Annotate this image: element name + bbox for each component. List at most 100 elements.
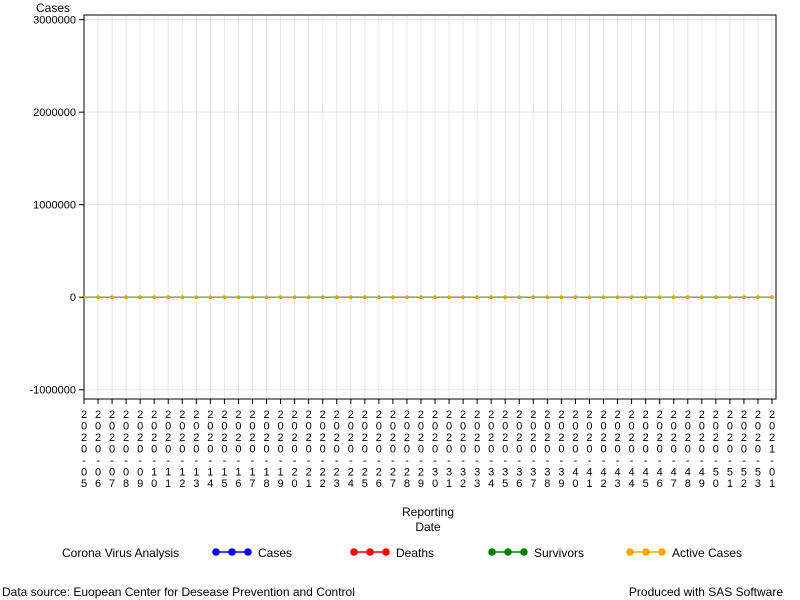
- x-tick-label: 2 0 2 0 -4 5: [643, 409, 649, 490]
- x-tick-label: 2 0 2 0 -4 1: [586, 409, 592, 490]
- x-tick-label: 2 0 2 0 -2 6: [376, 409, 382, 490]
- x-tick-label: 2 0 2 0 -2 8: [404, 409, 410, 490]
- data-point-active-cases: [236, 295, 241, 299]
- data-point-active-cases: [531, 295, 535, 299]
- x-tick-label: 2 0 2 0 -1 0: [151, 409, 157, 490]
- software-credit: Produced with SAS Software: [629, 585, 783, 599]
- x-tick-label: 2 0 2 0 -2 4: [348, 409, 354, 490]
- data-point-active-cases: [700, 295, 704, 299]
- data-point-active-cases: [349, 295, 353, 299]
- data-point-active-cases: [517, 295, 521, 299]
- x-tick-label: 2 0 2 0 -4 0: [572, 409, 578, 490]
- data-point-active-cases: [615, 295, 620, 299]
- x-tick-label: 2 0 2 0 -0 5: [81, 409, 87, 490]
- x-tick-label: 2 0 2 0 -4 4: [629, 409, 635, 490]
- x-tick-label: 2 0 2 0 -0 6: [95, 409, 101, 490]
- data-point-active-cases: [391, 295, 395, 299]
- data-point-active-cases: [489, 295, 493, 299]
- data-point-active-cases: [110, 295, 114, 299]
- legend-marker-active-cases: [626, 548, 634, 556]
- x-tick-label: 2 0 2 0 -3 9: [558, 409, 564, 490]
- y-tick-label: 2000000: [33, 107, 76, 119]
- data-point-active-cases: [321, 295, 325, 299]
- data-point-active-cases: [124, 295, 128, 299]
- x-tick-label: 2 0 2 0 -4 7: [671, 409, 677, 490]
- x-tick-label: 2 0 2 0 -2 2: [320, 409, 326, 490]
- legend-marker-cases: [228, 548, 236, 556]
- x-tick-label: 2 0 2 0 -5 1: [727, 409, 733, 490]
- data-point-active-cases: [587, 295, 592, 299]
- y-axis: -1000000 0 1000000 2000000 3000000: [30, 15, 84, 397]
- x-tick-label: 2 0 2 0 -1 2: [179, 409, 185, 490]
- x-tick-label: 2 0 2 0 -3 3: [474, 409, 480, 490]
- data-point-active-cases: [658, 295, 662, 299]
- data-point-active-cases: [180, 295, 184, 299]
- data-point-active-cases: [152, 295, 156, 299]
- legend-title: Corona Virus Analysis: [62, 546, 179, 560]
- y-tick-label: 1000000: [33, 200, 76, 212]
- legend-label-cases: Cases: [258, 546, 292, 560]
- x-tick-label: 2 0 2 0 -1 1: [165, 409, 171, 490]
- grid: [83, 15, 776, 399]
- x-tick-label: 2 0 2 0 -2 1: [306, 409, 312, 490]
- data-point-active-cases: [433, 295, 437, 299]
- legend-label-survivors: Survivors: [534, 546, 584, 560]
- y-tick-label: 0: [70, 292, 76, 304]
- data-point-active-cases: [278, 295, 283, 299]
- x-tick-label: 2 0 2 0 -3 0: [432, 409, 438, 490]
- legend: Corona Virus Analysis Cases Deaths Survivo…: [62, 546, 742, 560]
- x-tick-label: 2 0 2 0 -3 5: [502, 409, 508, 490]
- x-tick-label: 2 0 2 0 -3 6: [516, 409, 522, 490]
- x-tick-label: 2 0 2 0 -1 6: [235, 409, 241, 490]
- plot-frame: [83, 14, 777, 400]
- x-tick-label: 2 0 2 0 -4 9: [699, 409, 705, 490]
- data-point-active-cases: [405, 295, 409, 299]
- y-axis-title: Cases: [36, 1, 70, 15]
- data-point-active-cases: [728, 295, 732, 299]
- data-point-active-cases: [166, 295, 170, 299]
- x-tick-label: 2 0 2 0 -3 4: [488, 409, 494, 490]
- data-point-active-cases: [208, 295, 212, 299]
- x-tick-label: 2 0 2 0 -2 3: [334, 409, 340, 490]
- x-tick-label: 2 0 2 0 -4 8: [685, 409, 691, 490]
- legend-label-deaths: Deaths: [396, 546, 434, 560]
- data-point-active-cases: [264, 295, 269, 299]
- legend-marker-survivors: [504, 548, 512, 556]
- x-tick-label: 2 0 2 0 -1 8: [263, 409, 269, 490]
- x-tick-label: 2 0 2 0 -5 3: [755, 409, 761, 490]
- x-tick-label: 2 0 2 0 -0 8: [123, 409, 129, 490]
- data-point-active-cases: [222, 295, 227, 299]
- data-point-active-cases: [194, 295, 198, 299]
- x-tick-label: 2 0 2 0 -2 9: [418, 409, 424, 490]
- x-tick-label: 2 0 2 0 -1 4: [207, 409, 213, 490]
- data-point-active-cases: [475, 295, 479, 299]
- x-tick-label: 2 0 2 0 -1 5: [221, 409, 227, 490]
- x-tick-label: 2 0 2 0 -1 3: [193, 409, 199, 490]
- legend-marker-survivors: [520, 548, 528, 556]
- x-tick-label: 2 0 2 0 -4 6: [657, 409, 663, 490]
- data-point-active-cases: [559, 295, 563, 299]
- x-tick-label: 2 0 2 0 -5 0: [713, 409, 719, 490]
- x-tick-label: 2 0 2 0 -4 2: [600, 409, 606, 490]
- legend-marker-survivors: [488, 548, 496, 556]
- data-point-active-cases: [250, 295, 255, 299]
- x-tick-label: 2 0 2 0 -2 5: [362, 409, 368, 490]
- x-tick-label: 2 0 2 0 -2 0: [292, 409, 298, 490]
- data-point-active-cases: [545, 295, 549, 299]
- data-point-active-cases: [714, 295, 718, 299]
- data-source-note: Data source: Euopean Center for Desease …: [2, 585, 355, 599]
- legend-marker-active-cases: [642, 548, 650, 556]
- x-tick-label: 2 0 2 0 -3 8: [544, 409, 550, 490]
- x-tick-label: 2 0 2 1 -0 1: [769, 409, 775, 490]
- legend-marker-deaths: [382, 548, 390, 556]
- data-point-active-cases: [756, 295, 760, 299]
- data-point-active-cases: [335, 295, 339, 299]
- x-tick-label: 2 0 2 0 -4 3: [614, 409, 620, 490]
- data-point-active-cases: [293, 295, 297, 299]
- legend-marker-deaths: [366, 548, 374, 556]
- x-axis: 2 0 2 0 -0 5 2 0 2 0 -0 6 2 0 2 0 -0 7 2 0 2 0 -0 8 2 0 2 0 -0 9 2 0 2 0-…: [81, 399, 775, 490]
- x-tick-label: 2 0 2 0 -2 7: [390, 409, 396, 490]
- data-point-active-cases: [461, 295, 465, 299]
- x-tick-label: 2 0 2 0 -0 7: [109, 409, 115, 490]
